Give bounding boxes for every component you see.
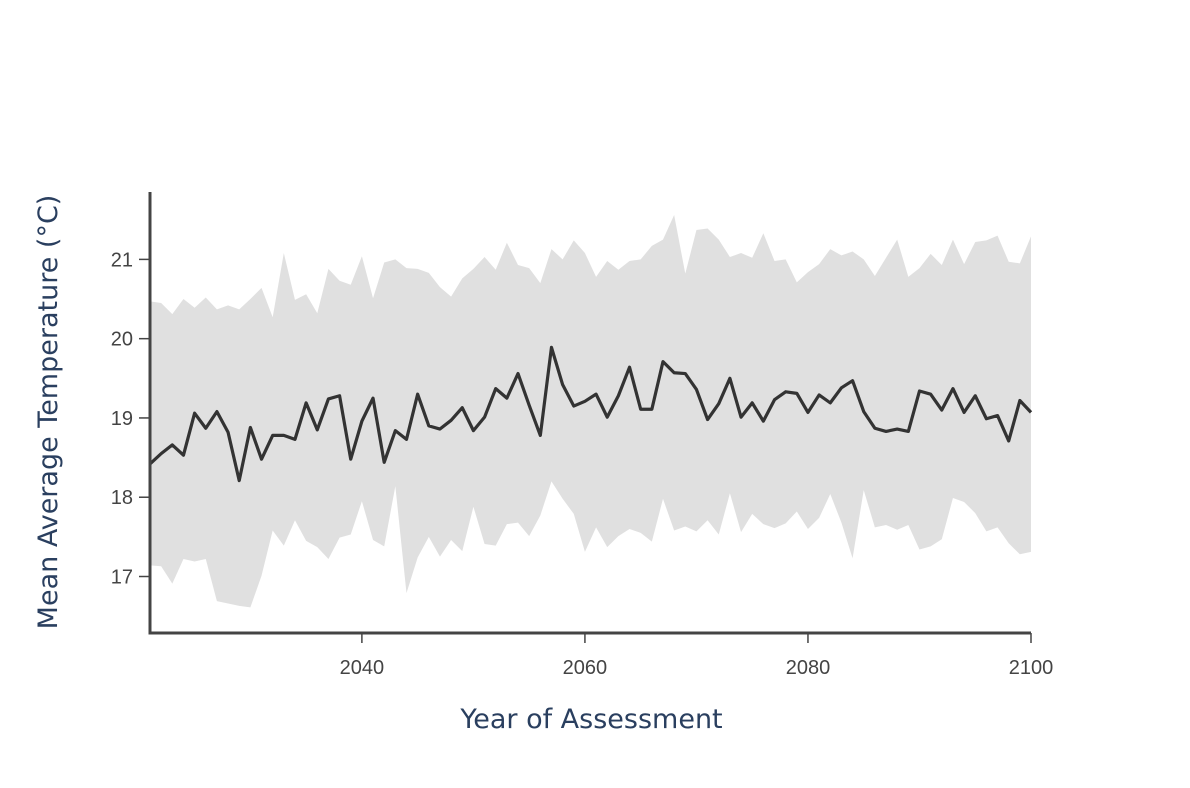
x-tick-label: 2060 [563, 657, 608, 679]
y-axis-ticks: 17 18 19 20 21 [111, 249, 150, 589]
y-tick-label: 19 [111, 408, 133, 430]
y-tick-label: 20 [111, 329, 133, 351]
mean-temperature-line [148, 345, 1033, 483]
y-tick-label: 18 [111, 487, 133, 509]
y-tick-label: 21 [111, 249, 133, 271]
x-axis-title: Year of Assessment [459, 704, 722, 735]
y-tick-label: 17 [111, 567, 133, 589]
y-axis-title: Mean Average Temperature (°C) [33, 195, 64, 630]
x-axis-ticks: 2040 2060 2080 2100 [340, 633, 1054, 679]
x-tick-label: 2100 [1009, 657, 1054, 679]
x-tick-label: 2040 [340, 657, 385, 679]
x-tick-label: 2080 [786, 657, 831, 679]
plot-area [148, 214, 1033, 608]
range-band [150, 214, 1031, 608]
